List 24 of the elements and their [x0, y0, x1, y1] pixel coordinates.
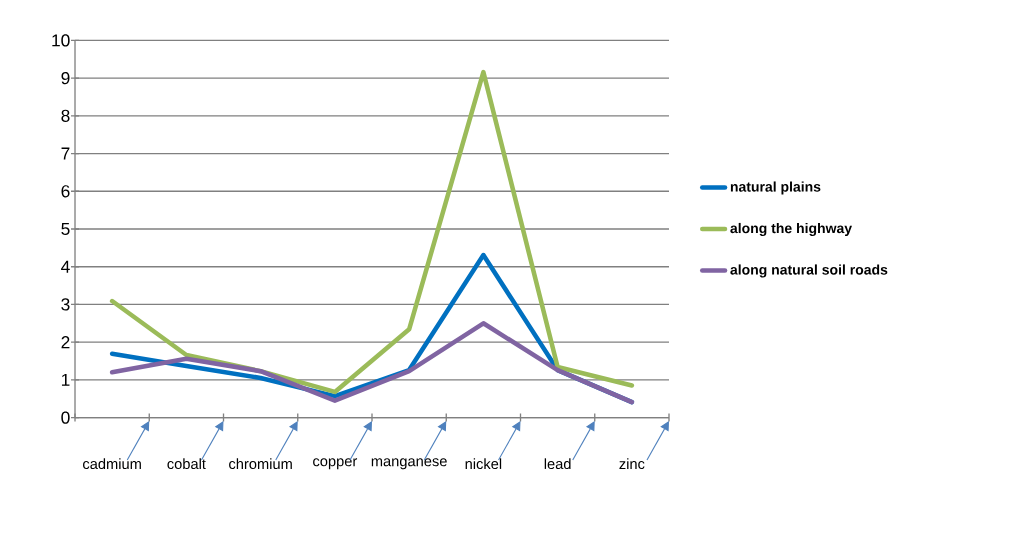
- x-tick-label: cobalt: [167, 458, 206, 470]
- x-tick-label: lead: [544, 458, 571, 470]
- x-tick-label: copper: [313, 458, 358, 470]
- y-tick-label: 1: [61, 373, 70, 386]
- x-tick-label: nickel: [465, 458, 502, 470]
- y-tick-label: 5: [61, 222, 70, 236]
- legend-label: natural plains: [730, 181, 821, 195]
- x-tick-label: zinc: [619, 458, 645, 470]
- y-tick-label: 3: [61, 298, 70, 311]
- y-tick-label: 2: [61, 336, 70, 349]
- line-series: [109, 321, 635, 405]
- line-series: [109, 69, 635, 395]
- x-tick-label: cadmium: [83, 458, 141, 470]
- y-tick-label: 4: [61, 260, 70, 273]
- y-tick-label: 9: [61, 71, 70, 85]
- y-tick-label: 6: [61, 185, 70, 198]
- legend-label: along natural soil roads: [730, 264, 888, 278]
- y-tick-label: 0: [61, 411, 70, 424]
- y-tick-label: 8: [61, 109, 70, 122]
- y-tick-label: 10: [52, 34, 70, 47]
- legend-label: along the highway: [730, 222, 852, 237]
- x-tick-label: manganese: [371, 458, 447, 470]
- y-tick-label: 7: [61, 147, 70, 160]
- x-tick-label: chromium: [229, 458, 292, 470]
